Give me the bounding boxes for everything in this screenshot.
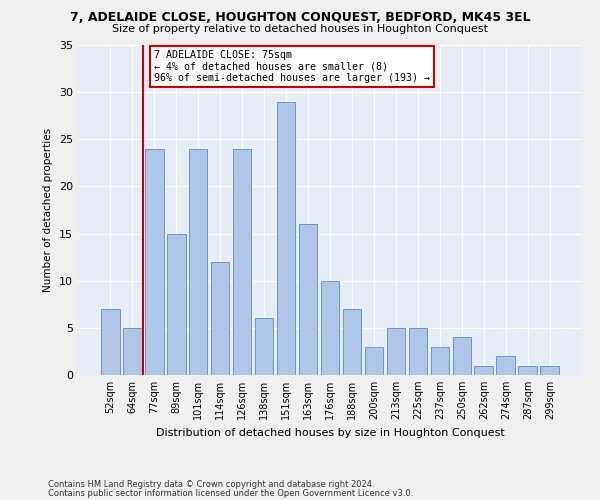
Bar xyxy=(409,328,427,375)
Bar xyxy=(365,346,383,375)
Bar xyxy=(386,328,405,375)
Bar xyxy=(320,280,340,375)
Bar xyxy=(255,318,274,375)
Text: 7, ADELAIDE CLOSE, HOUGHTON CONQUEST, BEDFORD, MK45 3EL: 7, ADELAIDE CLOSE, HOUGHTON CONQUEST, BE… xyxy=(70,11,530,24)
Bar xyxy=(123,328,142,375)
Text: 7 ADELAIDE CLOSE: 75sqm
← 4% of detached houses are smaller (8)
96% of semi-deta: 7 ADELAIDE CLOSE: 75sqm ← 4% of detached… xyxy=(154,50,430,83)
Bar xyxy=(167,234,185,375)
Bar xyxy=(343,309,361,375)
Y-axis label: Number of detached properties: Number of detached properties xyxy=(43,128,53,292)
Bar xyxy=(145,148,164,375)
Bar xyxy=(211,262,229,375)
Bar xyxy=(299,224,317,375)
Bar xyxy=(541,366,559,375)
Bar xyxy=(452,338,471,375)
Text: Contains public sector information licensed under the Open Government Licence v3: Contains public sector information licen… xyxy=(48,488,413,498)
Bar xyxy=(431,346,449,375)
Bar xyxy=(496,356,515,375)
Bar xyxy=(233,148,251,375)
Bar xyxy=(475,366,493,375)
Bar xyxy=(277,102,295,375)
Text: Contains HM Land Registry data © Crown copyright and database right 2024.: Contains HM Land Registry data © Crown c… xyxy=(48,480,374,489)
X-axis label: Distribution of detached houses by size in Houghton Conquest: Distribution of detached houses by size … xyxy=(155,428,505,438)
Bar xyxy=(101,309,119,375)
Text: Size of property relative to detached houses in Houghton Conquest: Size of property relative to detached ho… xyxy=(112,24,488,34)
Bar xyxy=(518,366,537,375)
Bar xyxy=(189,148,208,375)
